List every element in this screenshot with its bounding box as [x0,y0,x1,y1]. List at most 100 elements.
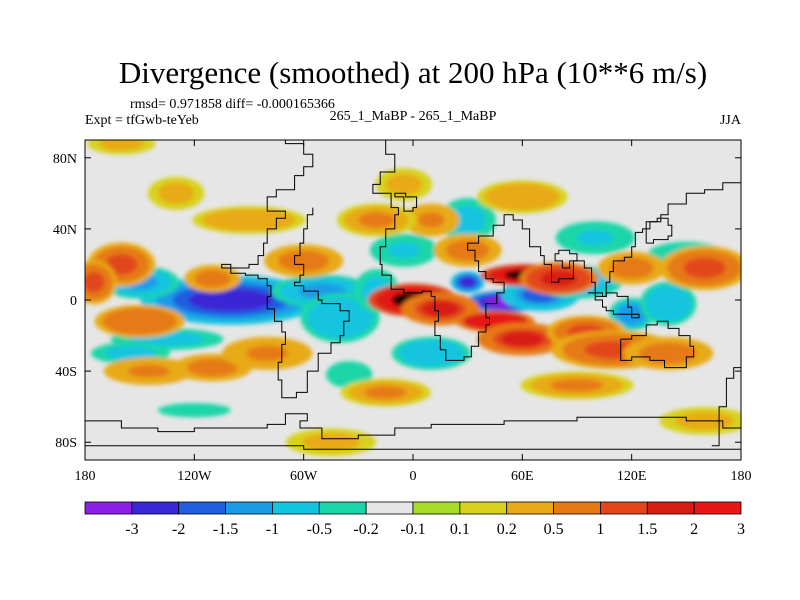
expt-label: Expt = tfGwb-teYeb [85,113,199,128]
field-contour [418,212,445,228]
divergence-field [85,140,741,457]
coastline-4 [85,413,741,440]
field-feature-1 [140,275,322,325]
field-contour [358,212,396,228]
field-contour [118,313,161,330]
colorbar-swatch [272,501,320,515]
field-feature-42 [192,206,306,234]
field-contour [501,331,544,347]
field-feature-50 [285,428,377,457]
colorbar-swatch [600,501,648,515]
coastline-8 [645,217,673,244]
colorbar-label: 0.1 [450,521,470,538]
field-contour [188,288,274,312]
field-feature-15 [369,233,438,267]
field-contour [222,213,276,227]
field-feature-21 [400,292,480,326]
comparison-label: 265_1_MaBP - 265_1_MaBP [330,109,497,124]
field-feature-29 [659,246,741,290]
coastlines [85,140,741,450]
field-contour [336,366,363,383]
field-contour [576,230,614,246]
field-feature-16 [439,198,496,242]
field-contour [647,345,690,362]
field-feature-10 [639,281,697,326]
colorbar-swatch [84,501,133,515]
colorbar-swatch [365,501,414,515]
y-axis: 80N 40N 0 40S 80S [53,152,741,451]
y-tick-label: 80N [53,152,77,167]
field-feature-44 [340,378,431,407]
field-contour [162,185,190,202]
colorbar-label: -0.2 [353,521,378,538]
field-contour [550,378,604,392]
colorbar-swatch [506,501,554,515]
field-contour [654,293,682,314]
coastline-9 [554,249,578,269]
field-feature-37 [184,264,241,293]
x-tick-label: 120E [617,469,647,484]
field-feature-36 [222,336,313,370]
colorbar-label: -1 [266,521,279,538]
colorbar-label: 3 [737,521,745,538]
field-feature-46 [375,167,433,201]
chart-title: Divergence (smoothed) at 200 hPa (10**6 … [119,55,707,90]
field-feature-14 [391,336,471,370]
colorbar-label: -0.5 [307,521,332,538]
field-feature-48 [87,140,156,155]
coastline-0 [221,140,350,399]
x-tick-label: 180 [75,469,96,484]
field-contour [454,209,481,231]
field-feature-33 [94,304,185,338]
y-tick-label: 80S [55,436,77,451]
field-contour [112,348,150,359]
field-contour [199,272,226,286]
field-contour [105,140,138,149]
colorbar: -3 -2 -1.5 -1 -0.5 -0.2 -0.1 0.1 0.2 0.5 1 1.5 2 3 [84,501,745,538]
colorbar-swatch [131,501,180,515]
field-feature-45 [520,371,634,400]
coastline-5 [85,445,741,450]
field-feature-19 [326,361,373,389]
colorbar-label: -2 [172,521,185,538]
colorbar-swatch [646,501,695,515]
field-feature-51 [157,403,231,418]
colorbar-label: 0.2 [497,521,517,538]
colorbar-label: 1 [596,521,604,538]
x-axis: 180 120W 60W 0 60E 120E 180 [75,140,752,484]
colorbar-label: 0.5 [544,521,564,538]
colorbar-label: 2 [690,521,698,538]
colorbar-swatch [693,501,742,515]
field-feature-47 [147,176,205,210]
field-contour [387,242,420,258]
field-feature-43 [477,180,568,214]
colorbar-label: -0.1 [400,521,425,538]
field-contour [85,271,105,293]
colorbar-label: -1.5 [213,521,238,538]
colorbar-swatch [459,501,508,515]
field-feature-32 [85,260,117,305]
field-contour [194,361,232,374]
field-contour [246,345,289,362]
field-contour [476,316,514,327]
x-tick-label: 60E [511,469,534,484]
colorbar-swatch [412,501,461,515]
colorbar-swatch [225,501,273,515]
coastline-1 [372,140,741,361]
field-feature-40 [403,203,460,237]
map-panel: 180 120W 60W 0 60E 120E 180 80N 40N 0 40S 80S [53,139,752,484]
field-contour [364,386,407,399]
field-contour [421,301,459,317]
x-tick-label: 120W [177,469,212,484]
field-feature-34 [103,357,194,385]
coastline-7 [394,192,418,212]
field-feature-5 [450,271,485,294]
y-tick-label: 0 [70,294,77,309]
field-feature-17 [555,221,635,255]
field-contour [309,435,353,449]
field-contour [501,189,544,205]
stats-label: rmsd= 0.971858 diff= -0.000165366 [130,97,335,112]
x-tick-label: 180 [731,469,752,484]
colorbar-swatch [553,501,601,515]
